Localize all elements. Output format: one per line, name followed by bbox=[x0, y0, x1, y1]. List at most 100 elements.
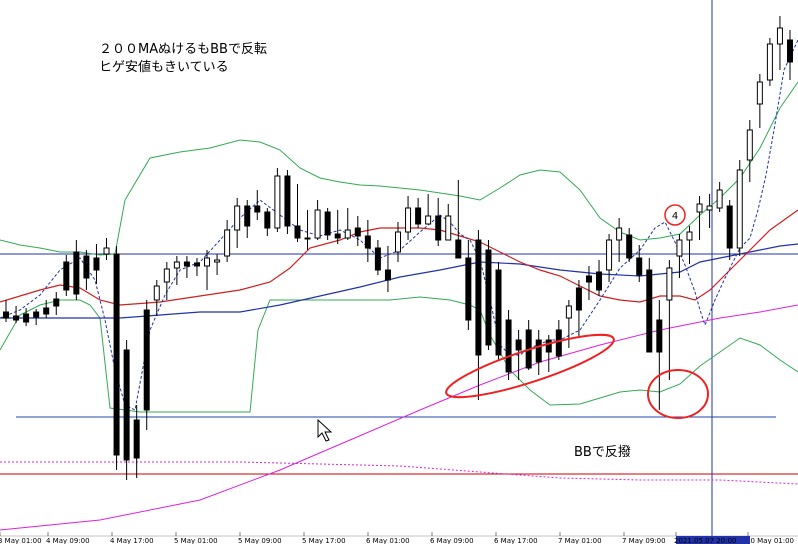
candle bbox=[666, 260, 673, 380]
candle-body-bearish bbox=[23, 313, 30, 323]
ma-blue-line bbox=[0, 243, 798, 319]
candle-body-bearish bbox=[505, 319, 512, 373]
candle bbox=[636, 245, 643, 282]
candle-body-bullish bbox=[163, 268, 170, 283]
x-tick-label: 7 May 01:00 bbox=[558, 537, 602, 544]
circle-number-label: 4 bbox=[672, 211, 678, 222]
candle bbox=[555, 320, 562, 360]
candle bbox=[505, 310, 512, 380]
candle bbox=[525, 320, 532, 370]
red-circle-number bbox=[664, 204, 686, 226]
candle-body-bearish bbox=[183, 261, 190, 267]
candle-body-bullish bbox=[756, 81, 763, 105]
candle-body-bullish bbox=[766, 43, 773, 81]
annotations: 4 bbox=[317, 204, 709, 442]
candle bbox=[183, 256, 190, 278]
candle bbox=[455, 180, 462, 259]
candle bbox=[234, 198, 241, 248]
candle-body-bearish bbox=[33, 311, 40, 318]
candle bbox=[716, 182, 723, 212]
candle-body-bullish bbox=[344, 229, 351, 239]
candle-body-bearish bbox=[465, 257, 472, 321]
candle bbox=[204, 250, 211, 290]
candle bbox=[43, 300, 50, 318]
candle-body-bearish bbox=[123, 349, 130, 461]
candle bbox=[13, 306, 20, 323]
candle bbox=[756, 74, 763, 128]
candle bbox=[535, 330, 542, 375]
x-tick-label: 6 May 17:00 bbox=[494, 537, 538, 544]
candle-body-bullish bbox=[173, 261, 180, 269]
candle bbox=[103, 238, 110, 260]
candle-body-bearish bbox=[384, 269, 391, 281]
candle-body-bearish bbox=[193, 262, 200, 267]
candle-body-bullish bbox=[153, 285, 160, 301]
x-tick-label: 4 May 09:00 bbox=[46, 537, 90, 544]
candle-body-bullish bbox=[234, 205, 241, 231]
candle bbox=[585, 266, 592, 300]
candle bbox=[153, 280, 160, 316]
x-tick-label: 6 May 09:00 bbox=[430, 537, 474, 544]
candle-body-bearish bbox=[626, 234, 633, 259]
x-tick-label: 5 May 09:00 bbox=[238, 537, 282, 544]
candle-body-bearish bbox=[455, 239, 462, 259]
bollinger-lower-band bbox=[0, 296, 798, 413]
candle-body-bullish bbox=[666, 267, 673, 301]
candle-body-bearish bbox=[63, 261, 70, 291]
candle-body-bearish bbox=[93, 257, 100, 271]
candle bbox=[143, 300, 150, 430]
candle-body-bearish bbox=[787, 39, 793, 63]
candle bbox=[425, 194, 432, 225]
candle-body-bearish bbox=[133, 419, 140, 459]
x-tick-label: 4 May 17:00 bbox=[110, 537, 154, 544]
x-tick-label: 10 May 01:00 bbox=[746, 537, 794, 544]
candle-body-bullish bbox=[746, 129, 753, 161]
candle-body-bearish bbox=[294, 225, 301, 239]
candle-body-bearish bbox=[334, 233, 341, 239]
candle bbox=[374, 240, 381, 275]
candle bbox=[384, 246, 391, 292]
candle bbox=[354, 216, 361, 246]
candle bbox=[445, 204, 452, 241]
candle bbox=[244, 200, 251, 238]
candle bbox=[475, 230, 482, 400]
candle-body-bearish bbox=[83, 255, 90, 279]
candle bbox=[284, 170, 291, 234]
candle bbox=[304, 210, 311, 250]
crosshair-time-label-box bbox=[676, 536, 750, 544]
candle bbox=[33, 309, 40, 325]
candle bbox=[214, 254, 221, 275]
candle bbox=[3, 300, 9, 322]
candle bbox=[736, 160, 743, 256]
candle-body-bearish bbox=[545, 339, 552, 353]
bollinger-upper-band bbox=[0, 81, 798, 256]
x-tick-label: 5 May 17:00 bbox=[302, 537, 346, 544]
candle-body-bullish bbox=[274, 175, 281, 229]
candle bbox=[415, 198, 422, 228]
candle bbox=[465, 240, 472, 330]
candle-body-bearish bbox=[646, 269, 653, 353]
top-note-line2: ヒゲ安値もきいている bbox=[99, 60, 229, 75]
candle-body-bullish bbox=[445, 215, 452, 241]
candle bbox=[626, 228, 633, 262]
candle bbox=[565, 300, 572, 348]
candle-body-bearish bbox=[254, 205, 261, 213]
candle bbox=[163, 262, 170, 300]
candle bbox=[264, 208, 271, 236]
candle-body-bearish bbox=[113, 253, 120, 456]
candle-body-bearish bbox=[354, 227, 361, 237]
envelope-dashed-line bbox=[0, 39, 798, 411]
x-tick-label: 3 May 01:00 bbox=[0, 537, 42, 544]
candle-body-bullish bbox=[686, 231, 693, 241]
candle-body-bearish bbox=[324, 211, 331, 236]
candle-body-bearish bbox=[264, 211, 271, 229]
candle-body-bullish bbox=[565, 305, 572, 319]
candle-body-bearish bbox=[575, 287, 582, 311]
red-ellipse-lower-band bbox=[445, 333, 615, 399]
candle-body-bullish bbox=[405, 207, 412, 233]
candle bbox=[53, 292, 60, 315]
bottom-note: BBで反撥 bbox=[574, 445, 631, 460]
candle bbox=[93, 244, 100, 284]
candle-body-bullish bbox=[395, 231, 401, 253]
